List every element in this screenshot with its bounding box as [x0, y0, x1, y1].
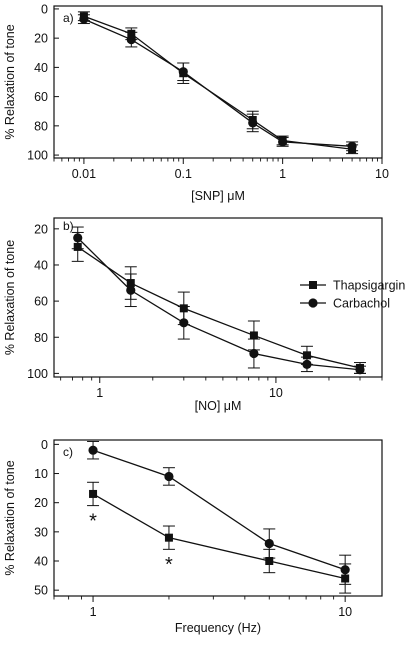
data-point-circle [73, 233, 83, 243]
y-tick-label: 40 [34, 555, 48, 569]
y-tick-label: 60 [34, 295, 48, 309]
x-axis-label: [SNP] μM [191, 189, 245, 203]
series-circle-series [87, 440, 352, 585]
series-line [92, 449, 346, 571]
data-point-square [164, 533, 173, 542]
x-tick-label: 10 [375, 167, 389, 181]
data-point-circle [88, 445, 98, 455]
data-point-circle [264, 538, 274, 549]
data-point-square [89, 489, 98, 498]
y-tick-label: 10 [34, 467, 48, 481]
y-tick-label: 80 [34, 119, 48, 133]
x-tick-label: 0.01 [72, 167, 96, 181]
y-tick-label: 40 [34, 61, 48, 75]
plot-frame [53, 217, 383, 378]
x-axis-label: [NO] μM [195, 399, 242, 413]
y-tick-label: 0 [41, 438, 48, 452]
y-tick-label: 100 [27, 367, 48, 381]
data-point-square [265, 557, 274, 566]
series-line [92, 493, 346, 580]
data-point-circle [164, 471, 174, 482]
y-tick-label: 80 [34, 331, 48, 345]
data-point-circle [340, 565, 350, 575]
series-line [83, 18, 353, 147]
data-point-circle [355, 365, 365, 375]
data-point-circle [249, 348, 259, 359]
legend-marker-square [309, 281, 317, 289]
y-axis-label: % Relaxation of tone [3, 460, 17, 575]
significance-star: * [89, 510, 97, 532]
series-carbachol [71, 226, 366, 375]
data-point-square [302, 351, 311, 360]
panel-label: c) [63, 445, 73, 459]
data-point-circle [179, 318, 189, 328]
data-point-circle [126, 285, 136, 295]
panel-label: a) [63, 11, 74, 25]
panel-2: b) 20 40 60 80 100 1 10 [NO] μM % Relaxation of t… [3, 217, 405, 413]
plot-frame [53, 439, 383, 597]
data-point-circle [178, 67, 188, 77]
y-tick-label: 30 [34, 525, 48, 539]
data-point-circle [248, 118, 258, 128]
x-tick-label: 10 [338, 605, 352, 619]
legend: Thapsigargin Carbachol [300, 279, 405, 311]
y-tick-label: 20 [34, 32, 48, 46]
y-tick-label: 0 [41, 2, 48, 16]
y-axis-label: % Relaxation of tone [3, 24, 17, 139]
panel-3: c) 0 10 20 30 40 50 1 10 Frequency (Hz) % Relaxati… [3, 438, 383, 635]
x-tick-label: 1 [279, 167, 286, 181]
y-tick-label: 60 [34, 90, 48, 104]
series-line [77, 237, 361, 371]
data-point-circle [278, 137, 288, 147]
legend-label: Carbachol [333, 297, 390, 311]
x-axis-label: Frequency (Hz) [175, 621, 261, 635]
significance-star: * [165, 554, 173, 576]
legend-label: Thapsigargin [333, 279, 405, 293]
plot-frame [53, 5, 383, 159]
legend-marker-circle [308, 298, 318, 308]
series-line [77, 246, 361, 369]
data-point-circle [79, 14, 89, 24]
y-tick-label: 40 [34, 258, 48, 272]
panel-1: a) 0 20 40 60 80 100 0.01 0.1 1 10 [SNP] μM % Relaxa… [3, 2, 389, 203]
panel-label: b) [63, 219, 74, 233]
data-point-circle [126, 35, 136, 45]
x-tick-label: 10 [269, 386, 283, 400]
y-tick-label: 20 [34, 222, 48, 236]
series-circle-series [77, 14, 359, 152]
data-point-circle [302, 359, 312, 369]
series-square-series [77, 11, 359, 155]
data-point-square [249, 331, 258, 340]
x-tick-label: 0.1 [175, 167, 192, 181]
y-axis-label: % Relaxation of tone [3, 240, 17, 355]
series-square-series [87, 481, 352, 594]
y-tick-label: 100 [27, 149, 48, 163]
y-tick-label: 20 [34, 496, 48, 510]
x-tick-label: 1 [96, 386, 103, 400]
y-tick-label: 50 [34, 584, 48, 598]
data-point-circle [347, 141, 357, 151]
x-tick-label: 1 [90, 605, 97, 619]
